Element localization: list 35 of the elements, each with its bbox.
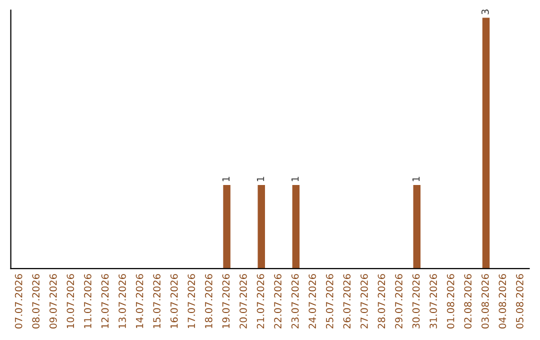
x-tick-label: 19.07.2026: [222, 274, 230, 328]
x-tick-label: 20.07.2026: [240, 274, 247, 328]
x-tick-label: 29.07.2026: [395, 274, 402, 328]
x-tick-label: 05.08.2026: [516, 274, 524, 328]
x-tick-label: 03.08.2026: [481, 274, 489, 328]
x-tick-label: 23.07.2026: [291, 274, 299, 328]
x-tick-label: 16.07.2026: [170, 274, 178, 328]
x-tick-label: 07.07.2026: [14, 274, 22, 328]
data-label: 1: [412, 176, 420, 182]
x-tick-label: 22.07.2026: [274, 274, 282, 328]
x-tick-label: 02.08.2026: [464, 274, 472, 328]
x-tick-label: 01.08.2026: [446, 274, 454, 328]
x-tick-label: 25.07.2026: [326, 274, 334, 328]
x-tick-label: 15.07.2026: [153, 274, 160, 328]
x-tick-label: 08.07.2026: [32, 274, 40, 328]
x-tick-label: 26.07.2026: [343, 274, 351, 328]
x-tick-label: 04.08.2026: [498, 274, 506, 328]
x-tick-label: 30.07.2026: [412, 274, 420, 328]
x-tick-label: 21.07.2026: [256, 274, 264, 328]
x-tick-label: 24.07.2026: [308, 274, 316, 328]
data-label: 1: [256, 176, 264, 182]
data-label: 1: [292, 176, 299, 182]
data-label: 3: [481, 10, 489, 14]
x-tick-label: 17.07.2026: [188, 274, 196, 328]
x-tick-label: 09.07.2026: [49, 274, 57, 328]
x-tick-label: 27.07.2026: [360, 274, 368, 328]
x-tick-label: 28.07.2026: [378, 274, 386, 328]
data-label: 1: [222, 176, 230, 182]
x-tick-label: 14.07.2026: [136, 274, 144, 328]
x-tick-label: 31.07.2026: [430, 274, 437, 328]
x-tick-label: 18.07.2026: [204, 274, 212, 328]
x-tick-label: 11.07.2026: [84, 274, 92, 328]
x-tick-label: 13.07.2026: [118, 274, 126, 328]
x-tick-label: 12.07.2026: [101, 274, 109, 328]
x-tick-label: 10.07.2026: [66, 274, 74, 328]
